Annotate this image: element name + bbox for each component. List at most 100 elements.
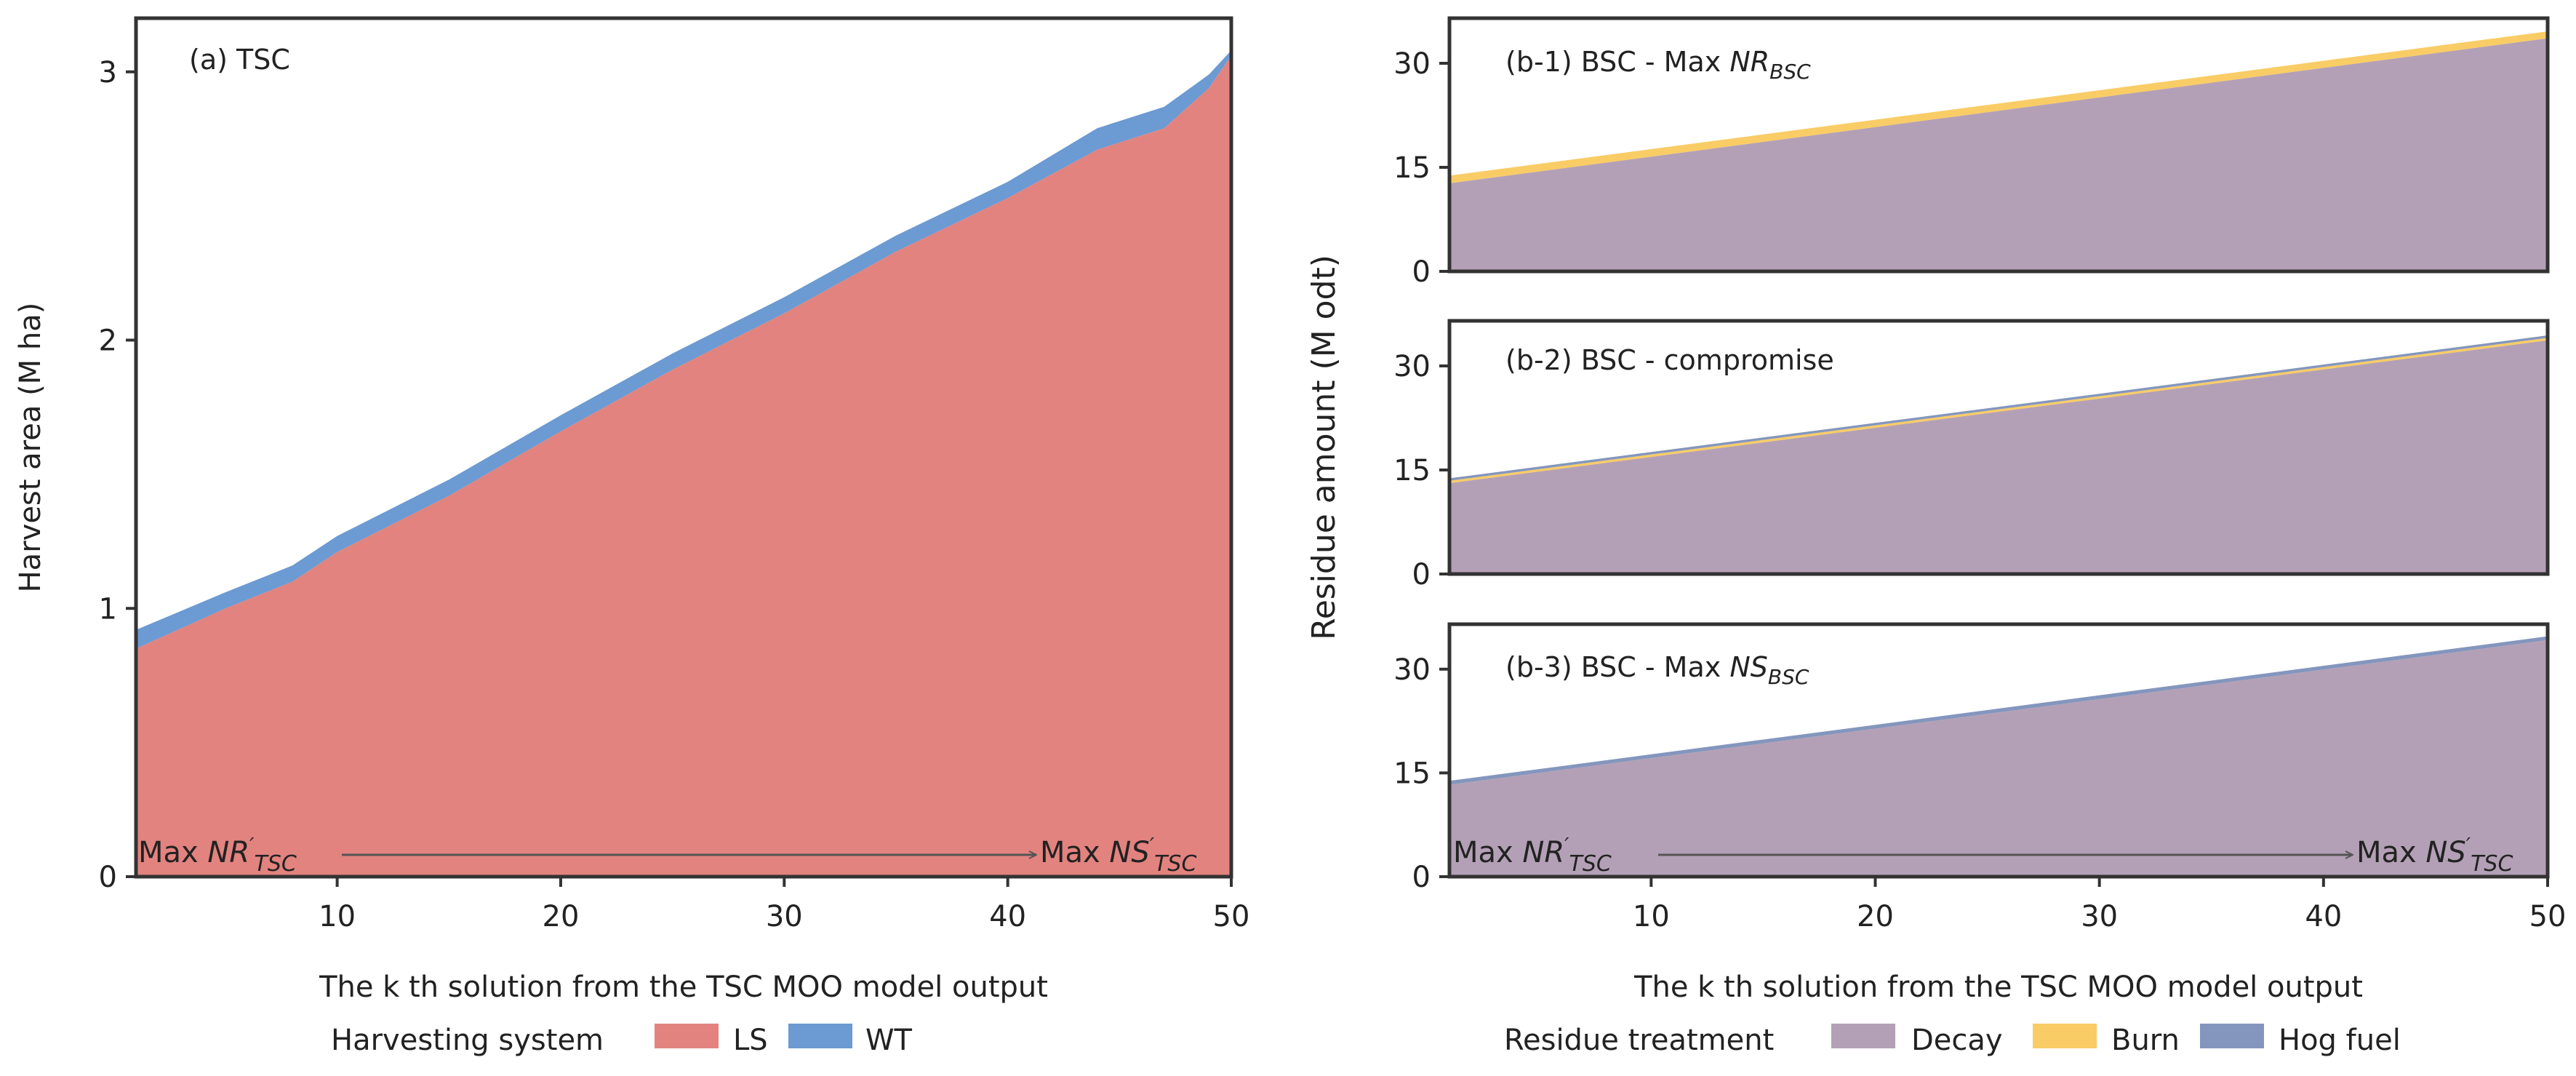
legend-label-wt: WT bbox=[865, 1024, 913, 1057]
arrow-left-nr: NR bbox=[207, 836, 249, 869]
panel-a-x-axis-label: The k th solution from the TSC MOO model… bbox=[319, 971, 1048, 1004]
y-tick-label: 0 bbox=[1412, 558, 1431, 591]
x-tick-label: 20 bbox=[543, 900, 580, 933]
panel-b-x-axis-label: The k th solution from the TSC MOO model… bbox=[1633, 971, 2363, 1004]
legend-label-hog-fuel: Hog fuel bbox=[2279, 1024, 2401, 1057]
x-tick-label: 50 bbox=[2529, 900, 2567, 933]
y-tick-label: 3 bbox=[99, 56, 117, 89]
y-tick-label: 0 bbox=[1412, 255, 1431, 289]
b-arrow-left-max: Max bbox=[1453, 836, 1522, 869]
x-tick-label: 50 bbox=[1213, 900, 1250, 933]
legend-swatch-hog-fuel bbox=[2200, 1024, 2264, 1048]
arrow-left-subscript: TSC bbox=[255, 851, 297, 877]
panel-a-frame bbox=[134, 16, 1233, 879]
area-ls bbox=[136, 55, 1231, 877]
panel-a-y-ticks: 0 1 2 3 bbox=[99, 56, 136, 894]
panel-b1-title: (b-1) BSC - Max NRBSC bbox=[1505, 46, 1811, 84]
arrow-right-subscript: TSC bbox=[1154, 851, 1196, 877]
b-arrow-left-subscript: TSC bbox=[1569, 851, 1612, 877]
b-arrow-right-subscript: TSC bbox=[2471, 851, 2513, 877]
x-tick-label: 20 bbox=[1857, 900, 1894, 933]
panel-b3-frame bbox=[1447, 622, 2550, 879]
area-hog-fuel bbox=[1449, 636, 2548, 785]
legend-swatch-decay bbox=[1831, 1024, 1895, 1048]
legend-label-burn: Burn bbox=[2111, 1024, 2180, 1057]
panel-b2-title: (b-2) BSC - compromise bbox=[1505, 344, 1834, 376]
x-tick-label: 40 bbox=[2305, 900, 2342, 933]
panel-a-tsc: 0 1 2 3 10 20 30 40 50 (a) TSC Harvest area (M … bbox=[14, 16, 1249, 1057]
arrow-left-max: Max bbox=[138, 836, 207, 869]
area-decay bbox=[1449, 340, 2548, 574]
y-tick-label: 30 bbox=[1393, 47, 1431, 81]
arrow-right-ns: NS bbox=[1109, 836, 1149, 869]
b-arrow-right-label: Max NS′TSC bbox=[2356, 833, 2513, 877]
legend-label-ls: LS bbox=[733, 1024, 768, 1057]
y-tick-label: 30 bbox=[1393, 350, 1431, 383]
area-decay bbox=[1449, 639, 2548, 877]
area-hog-fuel bbox=[1449, 31, 2548, 176]
y-tick-label: 15 bbox=[1393, 151, 1431, 185]
b3-title-prefix: (b-3) BSC - Max bbox=[1505, 651, 1729, 683]
y-tick-label: 1 bbox=[99, 592, 117, 626]
panel-a-areas bbox=[136, 50, 1231, 877]
panel-b3-y-ticks: 0 15 30 bbox=[1393, 653, 1449, 894]
b-arrow-left-label: Max NR′TSC bbox=[1453, 833, 1612, 877]
legend-label-decay: Decay bbox=[1911, 1024, 2003, 1057]
b-arrow-right-ns: NS bbox=[2425, 836, 2465, 869]
legend-swatch-ls bbox=[655, 1024, 719, 1048]
panel-b3-x-ticks: 10 20 30 40 50 bbox=[1633, 877, 2567, 933]
panel-b1-y-ticks: 0 15 30 bbox=[1393, 47, 1449, 289]
legend-swatch-burn bbox=[2033, 1024, 2097, 1048]
x-tick-label: 30 bbox=[2081, 900, 2118, 933]
panel-b2-y-ticks: 0 15 30 bbox=[1393, 350, 1449, 591]
panel-b2-areas bbox=[1449, 335, 2548, 574]
b-arrow-right-prime: ′ bbox=[2466, 833, 2471, 857]
y-tick-label: 30 bbox=[1393, 653, 1431, 687]
y-tick-label: 15 bbox=[1393, 454, 1431, 487]
b3-title-ns: NS bbox=[1729, 651, 1768, 683]
panel-a-x-ticks: 10 20 30 40 50 bbox=[319, 877, 1249, 933]
b1-title-prefix: (b-1) BSC - Max bbox=[1505, 46, 1729, 78]
b-arrow-left-prime: ′ bbox=[1564, 833, 1569, 857]
area-decay bbox=[1449, 38, 2548, 271]
b-arrow-right-max: Max bbox=[2356, 836, 2425, 869]
y-tick-label: 0 bbox=[99, 861, 117, 894]
panel-b3-title: (b-3) BSC - Max NSBSC bbox=[1505, 651, 1809, 689]
panel-b-legend: Residue treatment Decay Burn Hog fuel bbox=[1504, 1024, 2401, 1057]
arrow-right-max: Max bbox=[1040, 836, 1109, 869]
legend-title-residue-treatment: Residue treatment bbox=[1504, 1024, 1774, 1057]
panel-b1-bsc-max-nr: 0 15 30 (b-1) BSC - Max NRBSC bbox=[1393, 16, 2550, 289]
x-tick-label: 40 bbox=[989, 900, 1026, 933]
panel-a-direction-arrow: Max NR′TSC Max NS′TSC bbox=[138, 833, 1196, 877]
y-tick-label: 2 bbox=[99, 324, 117, 358]
panel-b1-areas bbox=[1449, 31, 2548, 271]
panel-b2-frame bbox=[1447, 319, 2550, 576]
b3-title-subscript: BSC bbox=[1768, 665, 1809, 689]
area-burn bbox=[1449, 31, 2548, 183]
panel-b3-areas bbox=[1449, 636, 2548, 877]
arrow-left-prime: ′ bbox=[249, 833, 255, 857]
panel-b2-bsc-compromise: 0 15 30 (b-2) BSC - compromise bbox=[1393, 319, 2550, 591]
y-tick-label: 15 bbox=[1393, 757, 1431, 790]
y-tick-label: 0 bbox=[1412, 861, 1431, 894]
b-arrow-left-nr: NR bbox=[1522, 836, 1564, 869]
area-wt bbox=[136, 50, 1231, 649]
panel-b1-frame bbox=[1447, 16, 2550, 274]
x-tick-label: 30 bbox=[766, 900, 803, 933]
x-tick-label: 10 bbox=[319, 900, 356, 933]
panel-a-title: (a) TSC bbox=[189, 44, 290, 76]
arrow-right-prime: ′ bbox=[1150, 833, 1155, 857]
area-hog-fuel bbox=[1449, 335, 2548, 481]
area-burn bbox=[1449, 338, 2548, 484]
panel-a-legend: Harvesting system LS WT bbox=[331, 1024, 913, 1057]
arrow-right-label: Max NS′TSC bbox=[1040, 833, 1196, 877]
panel-b3-direction-arrow: Max NR′TSC Max NS′TSC bbox=[1453, 833, 2513, 877]
panel-a-y-axis-label: Harvest area (M ha) bbox=[14, 303, 47, 593]
x-tick-label: 10 bbox=[1633, 900, 1670, 933]
b1-title-subscript: BSC bbox=[1769, 60, 1811, 84]
legend-swatch-wt bbox=[788, 1024, 852, 1048]
b1-title-nr: NR bbox=[1729, 46, 1769, 78]
legend-title-harvesting-system: Harvesting system bbox=[331, 1024, 604, 1057]
